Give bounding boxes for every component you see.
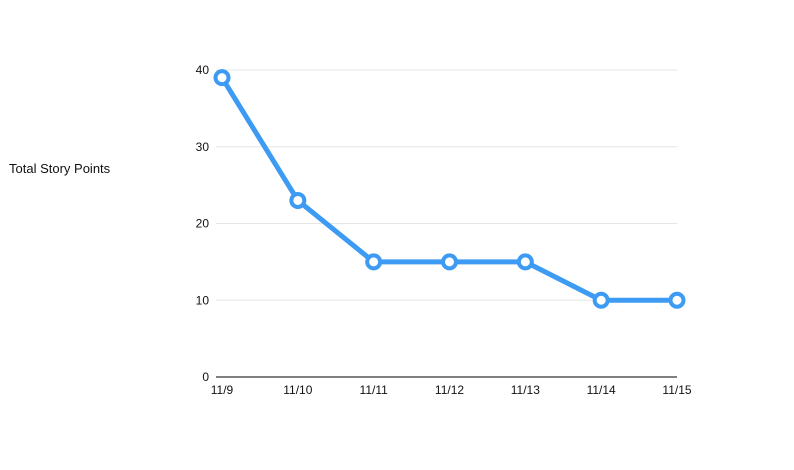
y-axis-label: Total Story Points xyxy=(9,161,111,176)
data-point xyxy=(289,191,307,209)
x-tick-label: 11/13 xyxy=(511,383,540,397)
data-point xyxy=(516,253,534,271)
x-tick-label: 11/11 xyxy=(360,383,389,397)
y-tick-label: 10 xyxy=(196,293,210,307)
y-tick-label: 0 xyxy=(202,370,209,384)
data-point xyxy=(365,253,383,271)
x-tick-label: 11/12 xyxy=(435,383,464,397)
y-tick-label: 40 xyxy=(196,63,210,77)
x-tick-label: 11/15 xyxy=(662,383,691,397)
data-point xyxy=(213,69,231,87)
data-point xyxy=(592,291,610,309)
data-point xyxy=(441,253,458,271)
series-layer xyxy=(213,69,686,309)
x-tick-label: 11/14 xyxy=(587,383,616,397)
y-tick-label: 20 xyxy=(196,217,210,231)
y-tick-label: 30 xyxy=(196,140,210,154)
x-tick-label: 11/10 xyxy=(283,383,312,397)
data-point xyxy=(668,291,686,309)
y-tick-labels: 0 10 20 30 40 xyxy=(196,63,210,384)
x-tick-label: 11/9 xyxy=(211,383,234,397)
x-tick-labels: 11/9 11/10 11/11 11/12 11/13 11/14 11/15 xyxy=(211,383,692,397)
